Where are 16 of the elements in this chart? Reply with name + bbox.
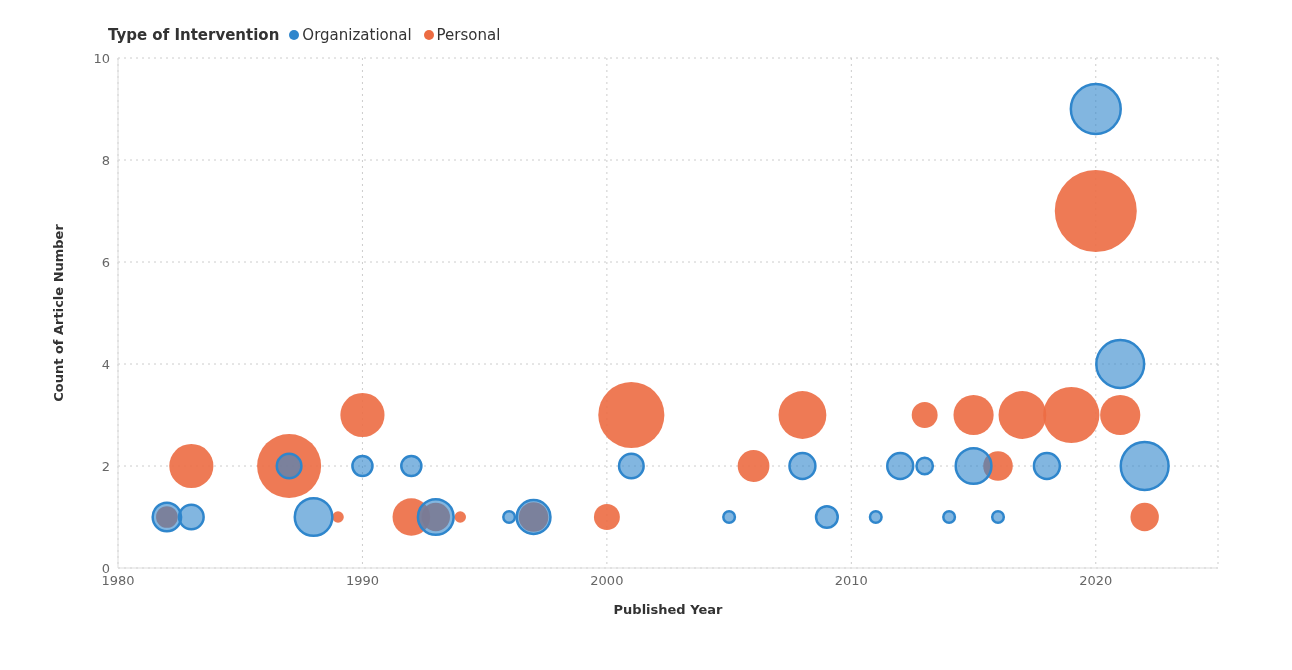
y-axis-title: Count of Article Number <box>50 223 66 402</box>
x-tick-label: 1990 <box>345 573 379 589</box>
y-tick-label: 10 <box>93 50 110 66</box>
x-axis-title: Published Year <box>613 602 724 617</box>
legend-label: Personal <box>436 26 501 44</box>
y-tick-label: 4 <box>101 356 110 372</box>
x-tick-label: 2000 <box>590 573 624 589</box>
legend-title: Type of Intervention <box>108 26 280 44</box>
x-tick-label: 1980 <box>101 573 135 589</box>
x-tick-label: 2020 <box>1079 573 1113 589</box>
y-tick-label: 0 <box>101 560 110 576</box>
x-tick-label: 2010 <box>834 573 868 589</box>
y-tick-label: 8 <box>101 152 110 168</box>
y-tick-label: 6 <box>101 254 110 270</box>
legend-label: Organizational <box>302 26 412 44</box>
y-tick-label: 2 <box>101 458 110 474</box>
